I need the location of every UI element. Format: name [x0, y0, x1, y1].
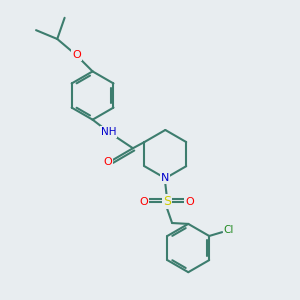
Text: O: O	[72, 50, 81, 60]
Text: N: N	[161, 173, 170, 183]
Text: O: O	[185, 197, 194, 207]
Text: Cl: Cl	[224, 225, 234, 235]
Text: NH: NH	[101, 127, 116, 137]
Text: O: O	[103, 157, 112, 167]
Text: S: S	[163, 195, 171, 208]
Text: O: O	[140, 197, 148, 207]
